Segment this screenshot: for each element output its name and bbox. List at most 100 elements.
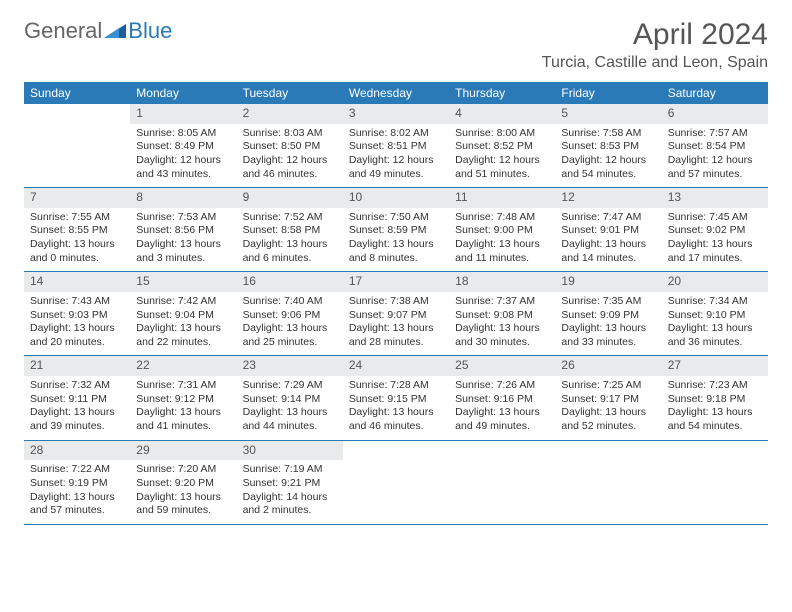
calendar-cell: 11Sunrise: 7:48 AMSunset: 9:00 PMDayligh… <box>449 188 555 272</box>
day-details: Sunrise: 7:42 AMSunset: 9:04 PMDaylight:… <box>130 292 236 356</box>
day-details: Sunrise: 8:03 AMSunset: 8:50 PMDaylight:… <box>237 124 343 188</box>
calendar-cell: 9Sunrise: 7:52 AMSunset: 8:58 PMDaylight… <box>237 188 343 272</box>
sunset-line: Sunset: 9:14 PM <box>243 393 337 407</box>
day-details: Sunrise: 7:47 AMSunset: 9:01 PMDaylight:… <box>555 208 661 272</box>
sunset-line: Sunset: 9:07 PM <box>349 309 443 323</box>
sunset-line: Sunset: 9:21 PM <box>243 477 337 491</box>
day-number: 18 <box>449 272 555 292</box>
day-number: 24 <box>343 356 449 376</box>
sunset-line: Sunset: 8:52 PM <box>455 140 549 154</box>
day-details: Sunrise: 7:26 AMSunset: 9:16 PMDaylight:… <box>449 376 555 440</box>
calendar-cell: 1Sunrise: 8:05 AMSunset: 8:49 PMDaylight… <box>130 104 236 188</box>
sunrise-line: Sunrise: 8:03 AM <box>243 127 337 141</box>
sunrise-line: Sunrise: 7:48 AM <box>455 211 549 225</box>
sunset-line: Sunset: 9:18 PM <box>668 393 762 407</box>
sunrise-line: Sunrise: 7:58 AM <box>561 127 655 141</box>
day-number: 6 <box>662 104 768 124</box>
day-details: Sunrise: 7:45 AMSunset: 9:02 PMDaylight:… <box>662 208 768 272</box>
day-number: 30 <box>237 441 343 461</box>
calendar-cell: 15Sunrise: 7:42 AMSunset: 9:04 PMDayligh… <box>130 272 236 356</box>
day-number: 11 <box>449 188 555 208</box>
logo-triangle-icon <box>104 18 126 44</box>
sunrise-line: Sunrise: 8:00 AM <box>455 127 549 141</box>
day-details: Sunrise: 7:35 AMSunset: 9:09 PMDaylight:… <box>555 292 661 356</box>
sunset-line: Sunset: 8:51 PM <box>349 140 443 154</box>
header-right: April 2024 Turcia, Castille and Leon, Sp… <box>542 18 768 72</box>
calendar-cell: 5Sunrise: 7:58 AMSunset: 8:53 PMDaylight… <box>555 104 661 188</box>
daylight-line: Daylight: 14 hours and 2 minutes. <box>243 491 337 518</box>
sunrise-line: Sunrise: 7:45 AM <box>668 211 762 225</box>
sunset-line: Sunset: 9:10 PM <box>668 309 762 323</box>
sunrise-line: Sunrise: 7:19 AM <box>243 463 337 477</box>
day-number: 19 <box>555 272 661 292</box>
calendar-cell: 7Sunrise: 7:55 AMSunset: 8:55 PMDaylight… <box>24 188 130 272</box>
daylight-line: Daylight: 12 hours and 46 minutes. <box>243 154 337 181</box>
calendar-cell: 26Sunrise: 7:25 AMSunset: 9:17 PMDayligh… <box>555 356 661 440</box>
sunset-line: Sunset: 8:55 PM <box>30 224 124 238</box>
weekday-label: Saturday <box>662 82 768 104</box>
sunrise-line: Sunrise: 7:22 AM <box>30 463 124 477</box>
sunset-line: Sunset: 9:01 PM <box>561 224 655 238</box>
day-number: 13 <box>662 188 768 208</box>
day-details: Sunrise: 8:00 AMSunset: 8:52 PMDaylight:… <box>449 124 555 188</box>
month-title: April 2024 <box>542 18 768 52</box>
day-number: 15 <box>130 272 236 292</box>
logo-text-blue: Blue <box>128 18 172 44</box>
logo: General Blue <box>24 18 172 44</box>
daylight-line: Daylight: 13 hours and 33 minutes. <box>561 322 655 349</box>
day-details: Sunrise: 8:02 AMSunset: 8:51 PMDaylight:… <box>343 124 449 188</box>
sunset-line: Sunset: 9:09 PM <box>561 309 655 323</box>
sunset-line: Sunset: 8:59 PM <box>349 224 443 238</box>
calendar-cell: 28Sunrise: 7:22 AMSunset: 9:19 PMDayligh… <box>24 441 130 525</box>
sunrise-line: Sunrise: 8:05 AM <box>136 127 230 141</box>
sunset-line: Sunset: 9:12 PM <box>136 393 230 407</box>
day-number: 10 <box>343 188 449 208</box>
logo-text-general: General <box>24 18 102 44</box>
calendar-weekday-header: SundayMondayTuesdayWednesdayThursdayFrid… <box>24 82 768 104</box>
sunrise-line: Sunrise: 7:47 AM <box>561 211 655 225</box>
sunset-line: Sunset: 9:19 PM <box>30 477 124 491</box>
day-number: 20 <box>662 272 768 292</box>
calendar-cell: 20Sunrise: 7:34 AMSunset: 9:10 PMDayligh… <box>662 272 768 356</box>
sunrise-line: Sunrise: 7:32 AM <box>30 379 124 393</box>
sunrise-line: Sunrise: 7:25 AM <box>561 379 655 393</box>
day-number: 25 <box>449 356 555 376</box>
daylight-line: Daylight: 13 hours and 28 minutes. <box>349 322 443 349</box>
weekday-label: Thursday <box>449 82 555 104</box>
calendar-cell: 23Sunrise: 7:29 AMSunset: 9:14 PMDayligh… <box>237 356 343 440</box>
day-details: Sunrise: 7:23 AMSunset: 9:18 PMDaylight:… <box>662 376 768 440</box>
daylight-line: Daylight: 13 hours and 3 minutes. <box>136 238 230 265</box>
calendar-cell: 27Sunrise: 7:23 AMSunset: 9:18 PMDayligh… <box>662 356 768 440</box>
day-details: Sunrise: 7:22 AMSunset: 9:19 PMDaylight:… <box>24 460 130 524</box>
day-details: Sunrise: 7:50 AMSunset: 8:59 PMDaylight:… <box>343 208 449 272</box>
sunset-line: Sunset: 9:02 PM <box>668 224 762 238</box>
daylight-line: Daylight: 12 hours and 43 minutes. <box>136 154 230 181</box>
day-details: Sunrise: 7:34 AMSunset: 9:10 PMDaylight:… <box>662 292 768 356</box>
day-details: Sunrise: 7:55 AMSunset: 8:55 PMDaylight:… <box>24 208 130 272</box>
calendar-cell: 12Sunrise: 7:47 AMSunset: 9:01 PMDayligh… <box>555 188 661 272</box>
day-details: Sunrise: 7:40 AMSunset: 9:06 PMDaylight:… <box>237 292 343 356</box>
location-text: Turcia, Castille and Leon, Spain <box>542 54 768 72</box>
day-number: 7 <box>24 188 130 208</box>
daylight-line: Daylight: 13 hours and 8 minutes. <box>349 238 443 265</box>
calendar-cell <box>449 441 555 525</box>
calendar-cell: 3Sunrise: 8:02 AMSunset: 8:51 PMDaylight… <box>343 104 449 188</box>
sunset-line: Sunset: 9:06 PM <box>243 309 337 323</box>
calendar-cell: 19Sunrise: 7:35 AMSunset: 9:09 PMDayligh… <box>555 272 661 356</box>
day-number: 3 <box>343 104 449 124</box>
calendar-cell: 10Sunrise: 7:50 AMSunset: 8:59 PMDayligh… <box>343 188 449 272</box>
daylight-line: Daylight: 13 hours and 22 minutes. <box>136 322 230 349</box>
sunset-line: Sunset: 9:15 PM <box>349 393 443 407</box>
calendar-cell: 22Sunrise: 7:31 AMSunset: 9:12 PMDayligh… <box>130 356 236 440</box>
sunrise-line: Sunrise: 8:02 AM <box>349 127 443 141</box>
sunset-line: Sunset: 9:16 PM <box>455 393 549 407</box>
day-details: Sunrise: 7:53 AMSunset: 8:56 PMDaylight:… <box>130 208 236 272</box>
daylight-line: Daylight: 13 hours and 52 minutes. <box>561 406 655 433</box>
day-details: Sunrise: 7:57 AMSunset: 8:54 PMDaylight:… <box>662 124 768 188</box>
day-details: Sunrise: 7:32 AMSunset: 9:11 PMDaylight:… <box>24 376 130 440</box>
day-number: 8 <box>130 188 236 208</box>
calendar-cell: 2Sunrise: 8:03 AMSunset: 8:50 PMDaylight… <box>237 104 343 188</box>
day-details: Sunrise: 7:29 AMSunset: 9:14 PMDaylight:… <box>237 376 343 440</box>
day-details: Sunrise: 7:38 AMSunset: 9:07 PMDaylight:… <box>343 292 449 356</box>
day-number: 9 <box>237 188 343 208</box>
